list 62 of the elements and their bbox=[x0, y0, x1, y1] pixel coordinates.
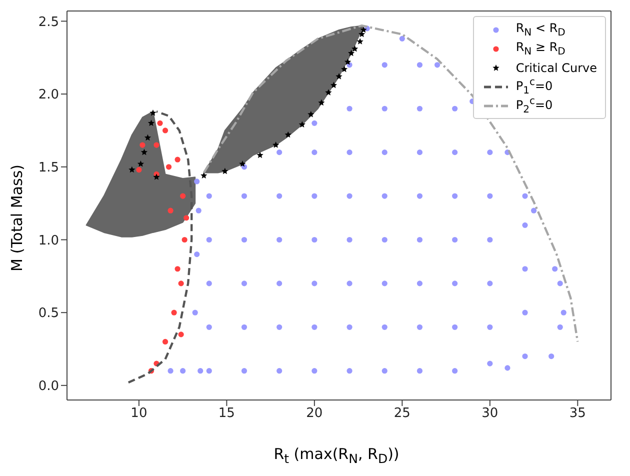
line-series bbox=[127, 110, 193, 384]
point bbox=[178, 280, 184, 286]
point bbox=[140, 148, 148, 156]
y-axis-title: M (Total Mass) bbox=[8, 164, 26, 272]
point bbox=[358, 30, 366, 38]
point bbox=[336, 73, 342, 80]
x-tick-label: 30 bbox=[482, 406, 498, 422]
point bbox=[154, 142, 160, 148]
point bbox=[153, 174, 160, 180]
point bbox=[171, 310, 177, 316]
legend-label: P$_{1}$$^{c}$=0 bbox=[516, 76, 553, 96]
x-tick-label: 20 bbox=[306, 406, 323, 422]
point bbox=[308, 110, 314, 118]
x-tick-label: 25 bbox=[394, 406, 410, 422]
point bbox=[178, 332, 184, 338]
point bbox=[360, 26, 367, 33]
point bbox=[351, 45, 358, 52]
x-tick-label: 35 bbox=[569, 406, 586, 422]
point bbox=[272, 142, 280, 148]
point bbox=[168, 208, 174, 214]
point bbox=[174, 266, 180, 272]
y-tick-label: 0.0 bbox=[38, 379, 59, 394]
point bbox=[150, 109, 156, 116]
point bbox=[140, 142, 146, 148]
point bbox=[180, 193, 186, 199]
legend-label: Critical Curve bbox=[516, 60, 597, 74]
point bbox=[157, 120, 163, 126]
legend-label: R$_{N}$ < R$_{D}$ bbox=[516, 20, 566, 38]
point bbox=[128, 166, 136, 173]
point bbox=[137, 160, 144, 167]
point bbox=[348, 50, 355, 56]
point bbox=[174, 156, 180, 162]
point bbox=[239, 160, 246, 167]
point bbox=[325, 89, 332, 96]
point bbox=[166, 164, 172, 170]
point bbox=[298, 121, 306, 128]
legend-label: P$_{2}$$^{c}$=0 bbox=[516, 96, 553, 116]
x-tick-label: 10 bbox=[130, 406, 148, 422]
point bbox=[162, 128, 168, 134]
x-tick-label: 15 bbox=[218, 406, 235, 422]
point bbox=[144, 134, 152, 141]
x-axis-title: R$_{t}$ (max(R$_{N}$, R$_{D}$)) bbox=[272, 445, 400, 466]
y-tick-label: 2.5 bbox=[38, 14, 59, 30]
point bbox=[136, 167, 142, 173]
point bbox=[184, 215, 190, 221]
point bbox=[256, 152, 264, 158]
y-tick-label: 0.5 bbox=[38, 306, 59, 322]
point bbox=[148, 120, 155, 126]
point bbox=[200, 172, 208, 178]
point bbox=[356, 38, 364, 44]
point bbox=[182, 236, 188, 243]
point bbox=[340, 66, 348, 72]
point bbox=[318, 99, 325, 106]
point bbox=[222, 168, 228, 174]
point bbox=[330, 82, 338, 88]
y-tick-label: 2.0 bbox=[38, 88, 59, 103]
point bbox=[284, 131, 292, 138]
point bbox=[162, 338, 168, 345]
y-tick-label: 1.0 bbox=[38, 233, 59, 248]
point bbox=[344, 58, 352, 65]
y-tick-label: 1.5 bbox=[38, 160, 59, 176]
legend-label: R$_{N}$ ≥ R$_{D}$ bbox=[516, 40, 566, 58]
